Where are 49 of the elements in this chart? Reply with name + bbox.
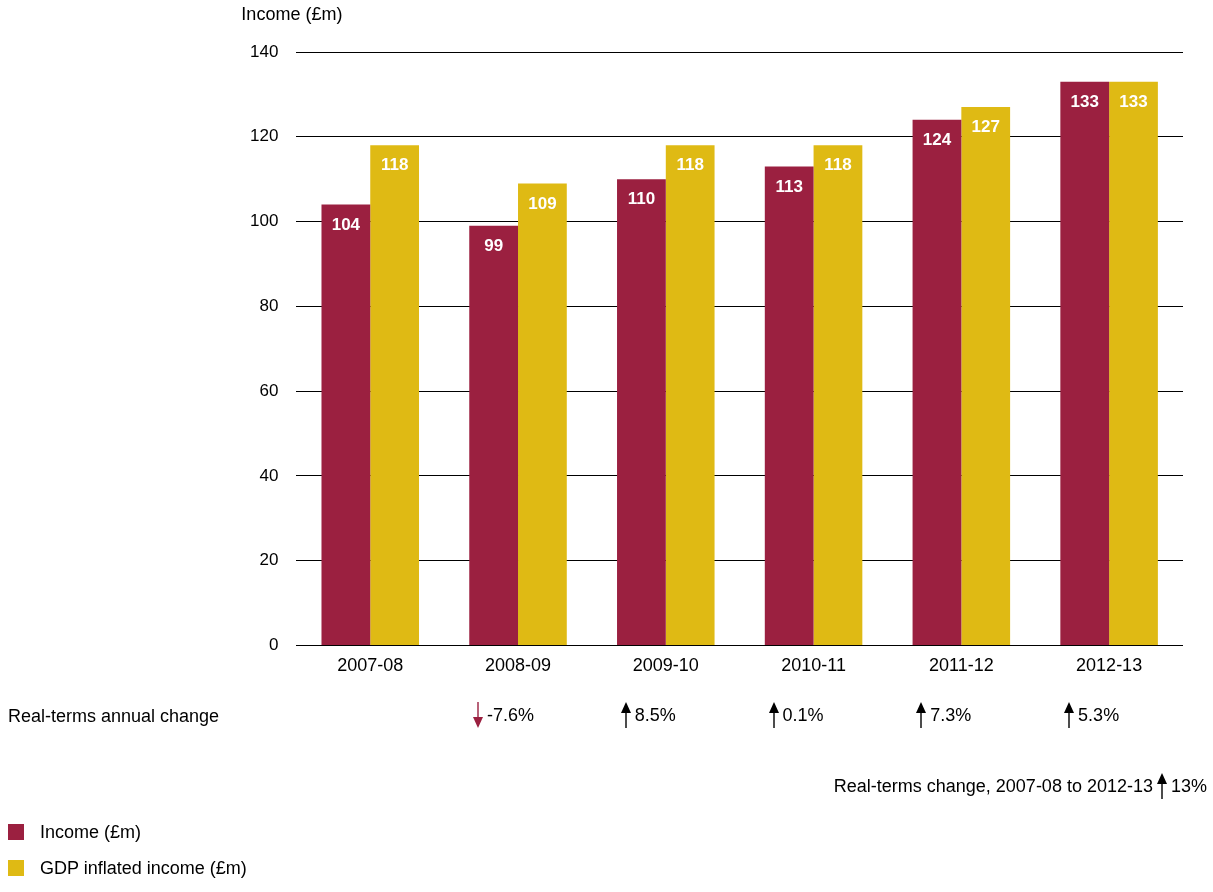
bar [1109,81,1158,645]
y-axis-title: Income (£m) [241,4,343,24]
bar [665,145,715,645]
y-tick-label: 40 [259,465,279,485]
data-label: 113 [775,176,803,196]
text: 8.5% [634,704,676,726]
y-tick-label: 60 [259,380,279,400]
y-tick-label: 120 [249,126,279,146]
text: 0.1% [782,704,824,726]
text: 13% [1170,775,1207,797]
text: Real-terms annual change [8,706,220,727]
text: 5.3% [1078,704,1120,726]
x-tick-label: 2012-13 [1076,655,1143,676]
bar [321,204,371,645]
text: 7.3% [930,704,972,726]
y-tick-label: 0 [268,635,279,655]
data-label: 118 [676,155,704,175]
legend-label: Income (£m) [40,821,142,843]
bar [469,225,519,645]
data-label: 104 [331,214,361,234]
x-tick-label: 2010-11 [781,655,846,676]
data-label: 118 [824,155,852,175]
x-tick-label: 2007-08 [337,655,404,676]
data-label: 133 [1119,91,1148,111]
data-label: 127 [971,117,1000,137]
data-label: 133 [1070,91,1099,111]
bar [961,107,1011,645]
data-label: 118 [380,155,409,175]
data-label: 99 [484,235,504,255]
text: -7.6% [487,704,535,726]
y-tick-label: 100 [249,211,279,231]
bar [813,145,863,645]
y-tick-label: 140 [249,41,279,61]
text: Real-terms change, 2007-08 to 2012-13 [833,775,1153,797]
y-tick-label: 80 [259,296,279,315]
data-label: 110 [627,189,656,209]
x-tick-label: 2011-12 [928,655,994,676]
y-tick-label: 20 [259,550,279,570]
bar [370,145,420,645]
bar [1060,81,1110,645]
data-label: 124 [922,130,952,149]
bar [518,183,567,645]
bar [764,166,814,645]
x-tick-label: 2009-10 [632,655,699,676]
bar [617,179,666,645]
x-tick-label: 2008-09 [484,655,552,676]
bar [912,119,962,645]
data-label: 109 [528,193,557,213]
legend-label: GDP inflated income (£m) [40,857,247,879]
